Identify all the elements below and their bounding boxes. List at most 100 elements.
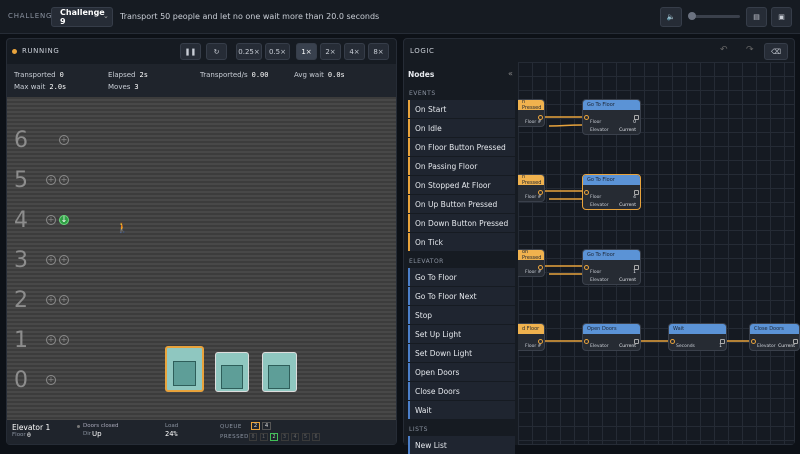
field-value: 1 [719,343,722,349]
logic-title: LOGIC [410,47,435,55]
doors-dot [77,425,80,428]
palette-item[interactable]: Go To Floor [408,268,515,286]
pressed-item: 3 [280,433,289,441]
field-label: Floor # [525,194,542,200]
pause-button[interactable]: ❚❚ [180,43,201,60]
field-label: Elevator [590,343,609,349]
port [634,115,639,120]
node-title: Go To Floor [583,175,640,185]
floor-value: 0 [27,431,31,439]
node-title: n Pressed [518,175,544,186]
palette-item[interactable]: Open Doors [408,363,515,381]
queue-item: 2 [251,422,260,430]
field-value: Current [619,343,636,349]
node-title: on Pressed [518,250,544,261]
load-button[interactable]: ▣ [771,7,792,27]
graph-node: Wait Seconds 1 [668,323,727,351]
palette-item[interactable]: On Floor Button Pressed [408,138,515,156]
node-title: Go To Floor [583,250,640,260]
stat-value: 2s [139,71,148,79]
restart-button[interactable]: ↻ [206,43,227,60]
floor-number: 4 [14,208,28,233]
floor-number: 3 [14,248,28,273]
node-exec-row [750,334,799,342]
elevator-car [165,346,204,392]
queue-item: 4 [262,422,271,430]
graph-node: Close Doors Elevator Current [749,323,800,351]
clear-button[interactable]: ⌫ [764,43,788,60]
stat: Elapsed 2s [108,71,148,79]
node-field: Elevator Current [583,201,640,209]
call-button-down: + [59,135,69,145]
collapse-button[interactable]: « [508,69,513,78]
palette-item[interactable]: Go To Floor Next [408,287,515,305]
field-label: Elevator [590,277,609,283]
speed-button[interactable]: 0.25× [236,43,262,60]
node-field: Seconds 1 [669,342,726,350]
elevator-bar [7,420,396,444]
field-value: Current [619,127,636,133]
field-label: Floor # [525,119,542,125]
floor-number: 5 [14,168,28,193]
volume-slider[interactable] [690,15,740,18]
palette-item[interactable]: On Start [408,100,515,118]
load-label: Load [165,423,179,429]
port [584,190,589,195]
field-label: Floor # [525,343,542,349]
field-value: 4 [633,194,636,200]
pressed-item: 1 [259,433,268,441]
node-title: Wait [669,324,726,334]
volume-button[interactable]: 🔈 [660,7,682,27]
port [670,339,675,344]
call-button-down: + [59,255,69,265]
palette-item[interactable]: Close Doors [408,382,515,400]
palette-item[interactable]: Set Up Light [408,325,515,343]
port [538,339,543,344]
graph-node: n Pressed Floor # [518,99,545,127]
palette-item[interactable]: Stop [408,306,515,324]
port [584,115,589,120]
redo-button[interactable]: ↷ [746,45,754,55]
port [720,339,725,344]
palette-item[interactable]: On Up Button Pressed [408,195,515,213]
palette-item[interactable]: On Stopped At Floor [408,176,515,194]
node-field: Floor 4 [583,193,640,201]
palette-item[interactable]: On Idle [408,119,515,137]
field-value: 0 [633,119,636,125]
palette-item[interactable]: On Passing Floor [408,157,515,175]
call-button-down: + [59,335,69,345]
stat: Moves 3 [108,83,139,91]
port [538,265,543,270]
palette-item[interactable]: Wait [408,401,515,419]
save-button[interactable]: ▤ [746,7,767,27]
palette-title: Nodes [408,70,435,79]
speed-button[interactable]: 4× [344,43,365,60]
node-title: Go To Floor [583,100,640,110]
challenge-caret: ⌄ [103,12,109,20]
floor-number: 2 [14,288,28,313]
challenge-select[interactable]: Challenge 9 [51,7,113,27]
undo-button[interactable]: ↶ [720,45,728,55]
stat-label: Transported [14,71,56,79]
stat: Transported 0 [14,71,64,79]
stat: Avg wait 0.0s [294,71,345,79]
speed-button[interactable]: 8× [368,43,389,60]
node-exec-row [583,260,640,268]
call-button-up: + [46,375,56,385]
node-title: Close Doors [750,324,799,334]
node-field: Elevator Current [750,342,799,350]
call-button-up: + [46,175,56,185]
stat-value: 0.00 [251,71,269,79]
graph-node: n Pressed Floor # [518,174,545,202]
palette-item[interactable]: Set Down Light [408,344,515,362]
port [634,265,639,270]
palette-item[interactable]: On Down Button Pressed [408,214,515,232]
graph-node: d Floor Floor # [518,323,545,351]
palette-item[interactable]: New List [408,436,515,454]
speed-button[interactable]: 2× [320,43,341,60]
stat-label: Elapsed [108,71,136,79]
speed-button[interactable]: 1× [296,43,317,60]
objective: Transport 50 people and let no one wait … [120,12,380,21]
palette-item[interactable]: On Tick [408,233,515,251]
speed-button[interactable]: 0.5× [265,43,290,60]
